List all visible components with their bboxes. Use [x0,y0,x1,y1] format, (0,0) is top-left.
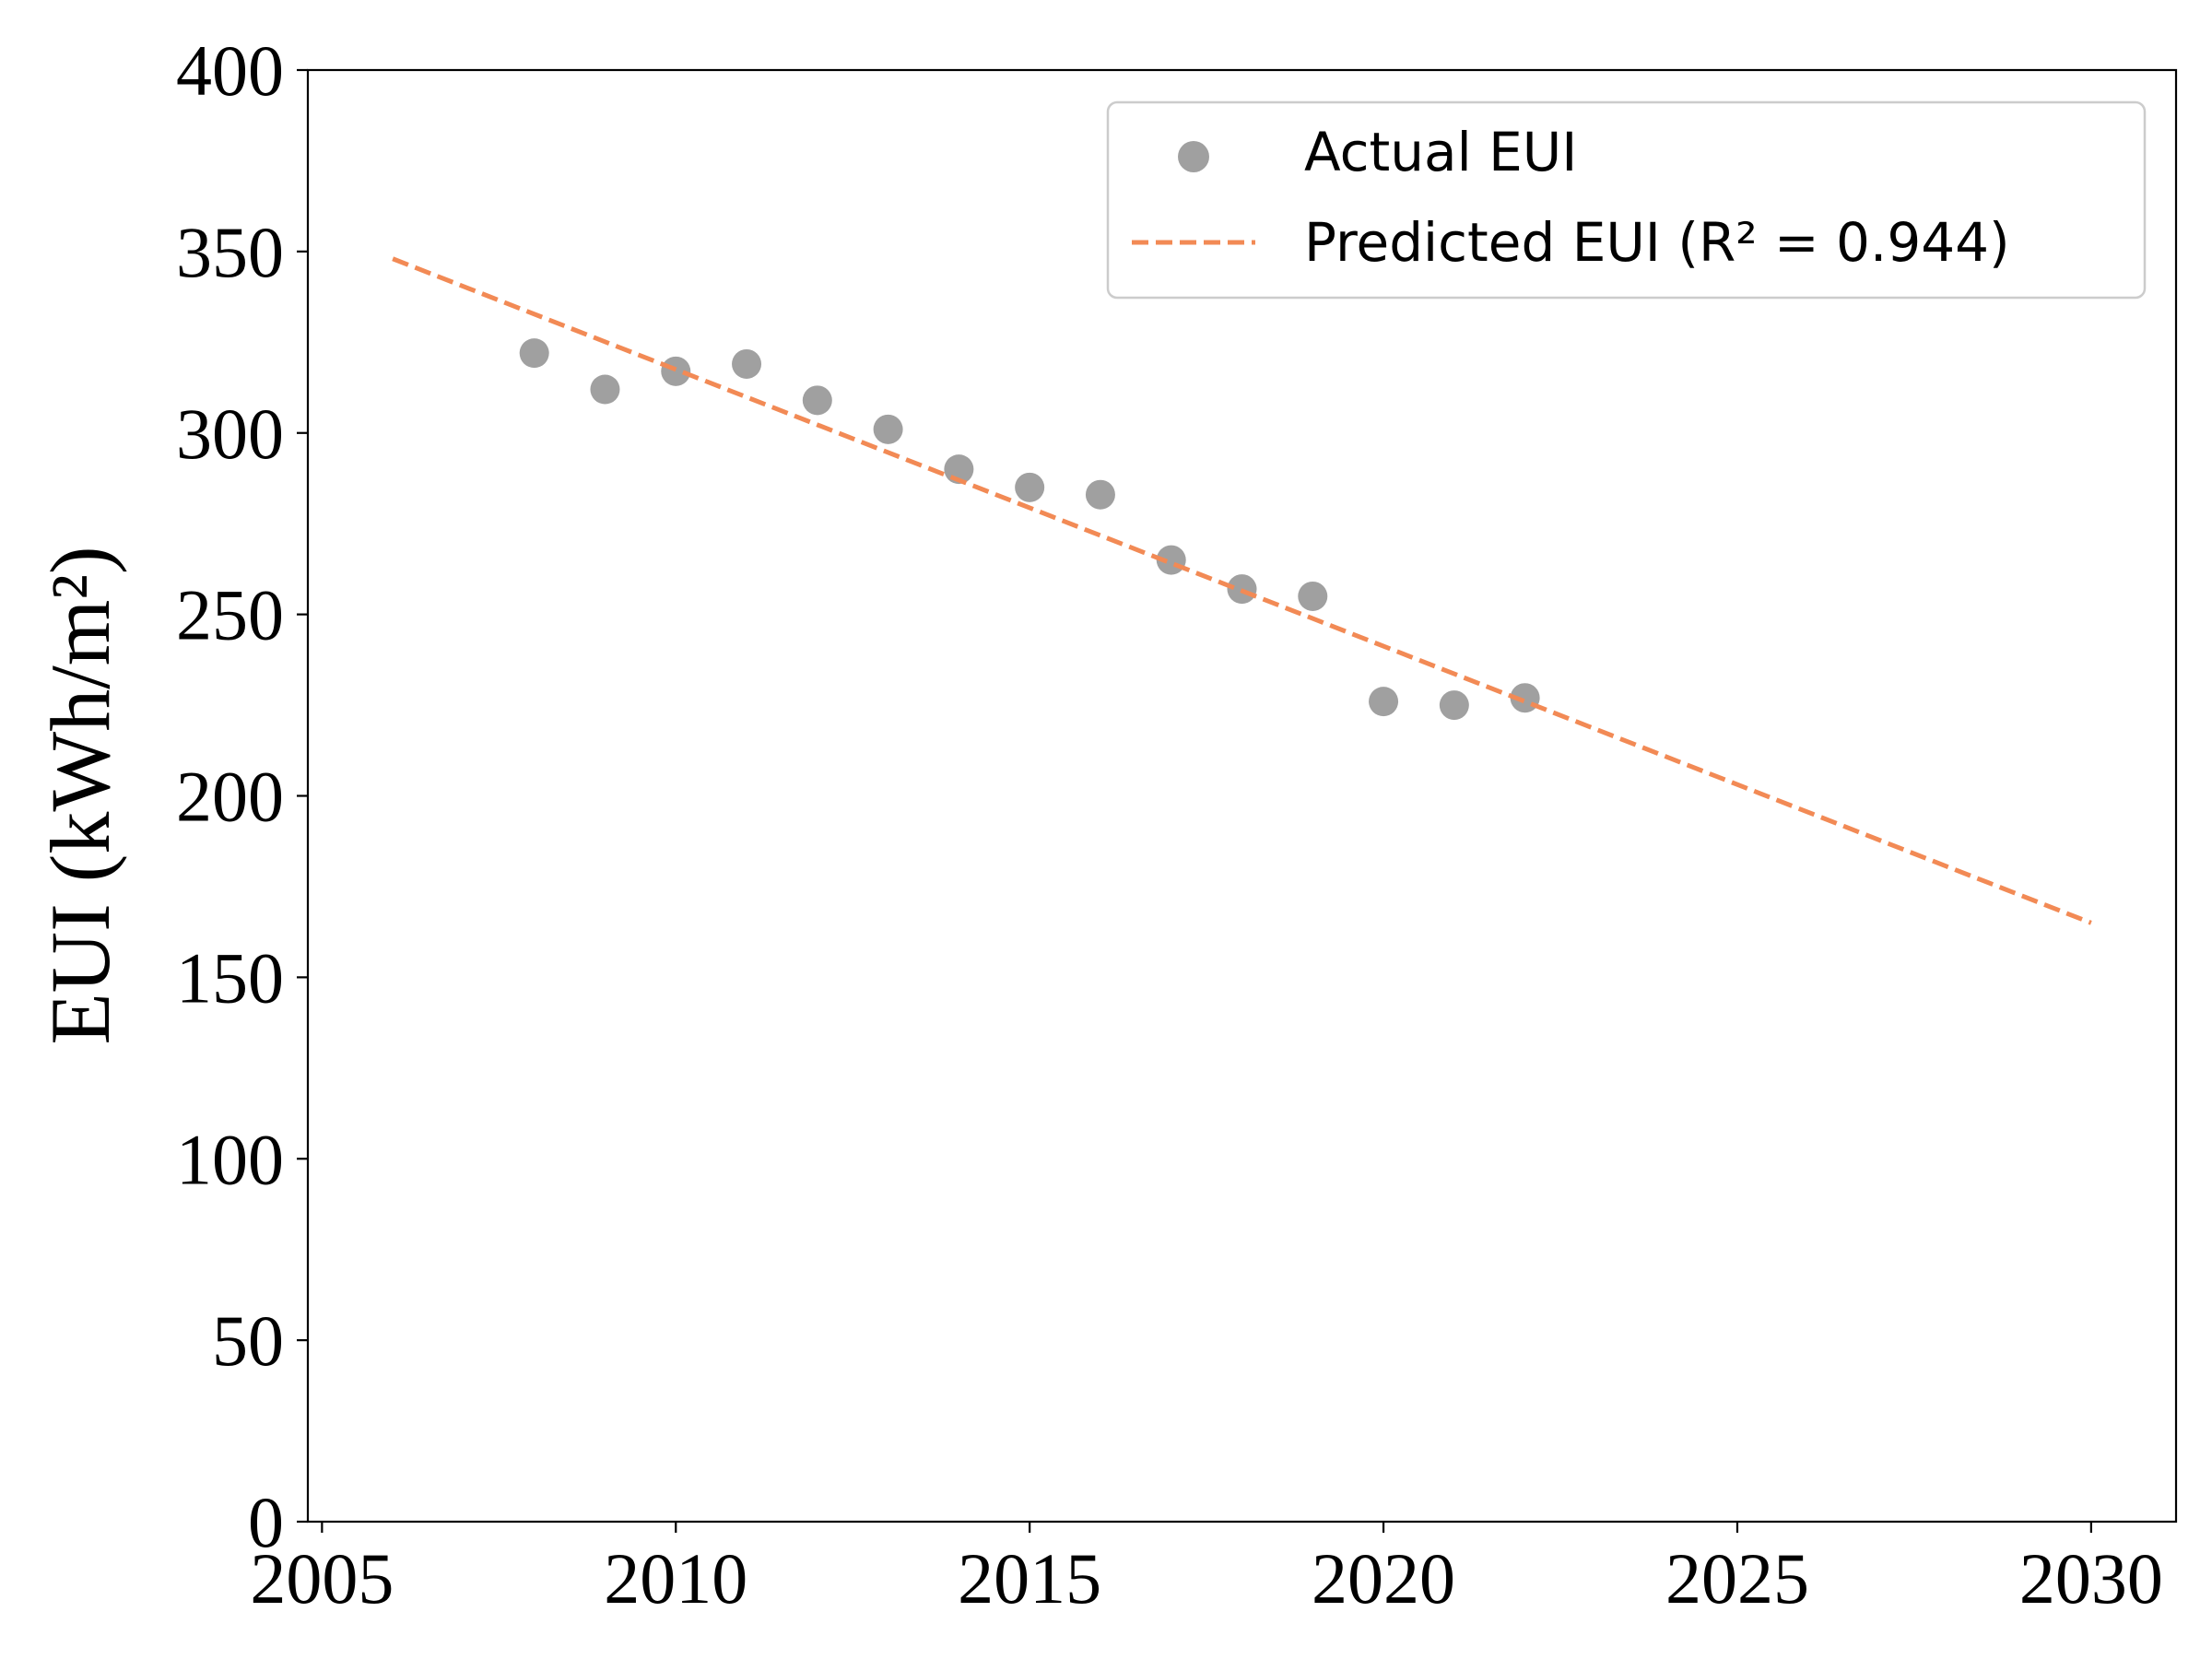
data-point-actual [1085,479,1115,510]
x-tick-label: 2025 [1665,1538,1809,1618]
x-tick-label: 2020 [1312,1538,1455,1618]
legend-label-actual: Actual EUI [1304,121,1577,183]
x-tick-label: 2015 [958,1538,1101,1618]
legend: Actual EUI Predicted EUI (R² = 0.944) [1106,100,2147,300]
legend-marker-actual [1178,141,1209,172]
y-tick-label: 0 [248,1482,284,1562]
y-tick-label: 300 [176,394,284,474]
x-tick-label: 2010 [604,1538,747,1618]
y-tick-label: 150 [176,937,284,1018]
data-point-actual [519,338,549,369]
data-point-actual [802,385,832,416]
x-tick-label: 2030 [2019,1538,2163,1618]
data-point-actual [732,348,762,379]
y-axis-ticks: 0 50 100 150 200 250 300 350 400 [176,30,308,1562]
data-point-actual [873,414,903,444]
data-point-actual [661,356,691,386]
legend-box [1106,100,2147,300]
y-tick-label: 50 [212,1300,284,1381]
y-tick-label: 400 [176,30,284,111]
y-axis-label: EUI (kWh/m²) [33,546,127,1044]
y-tick-label: 100 [176,1119,284,1199]
predicted-trend-line [392,256,2092,925]
y-tick-label: 200 [176,757,284,837]
data-point-actual [1369,687,1399,717]
legend-label-predicted: Predicted EUI (R² = 0.944) [1304,211,2010,274]
series-layer [392,256,2092,925]
y-tick-label: 250 [176,575,284,655]
data-point-actual [1298,581,1328,611]
data-point-actual [1015,472,1045,502]
x-axis-ticks: 2005 2010 2015 2020 2025 2030 [250,1522,2163,1618]
data-point-actual [1439,690,1469,721]
y-tick-label: 350 [176,212,284,292]
x-tick-label: 2005 [250,1538,394,1618]
data-point-actual [590,374,620,405]
